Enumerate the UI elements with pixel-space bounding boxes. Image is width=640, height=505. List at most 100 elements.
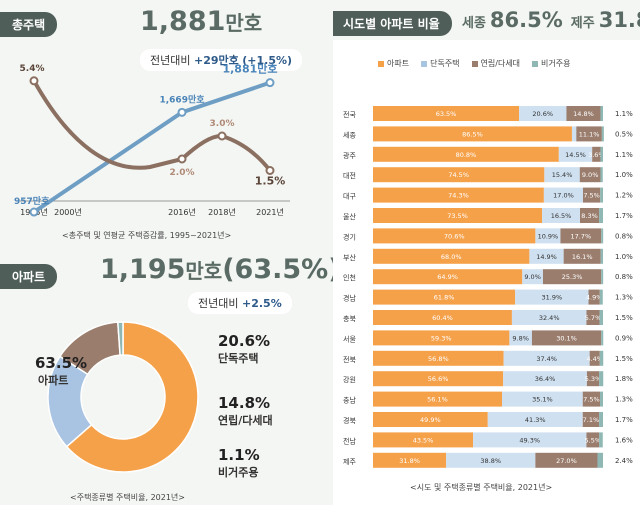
bar-segment-label: 64.9% bbox=[437, 273, 458, 281]
apartment-yoy-pill: 전년대비 +2.5% bbox=[188, 292, 292, 314]
bar-segment bbox=[373, 432, 474, 448]
apartment-yoy-label: 전년대비 bbox=[198, 297, 239, 310]
bar-segment bbox=[599, 310, 603, 325]
bar-segment-label: 11.1% bbox=[579, 130, 600, 138]
legend-swatch bbox=[378, 60, 384, 67]
bar-segment bbox=[373, 126, 572, 142]
bar-segment bbox=[511, 310, 587, 325]
bar-segment-label: 0.9% bbox=[615, 334, 633, 342]
bar-segment bbox=[600, 146, 603, 162]
bar-segment-label: 1.6% bbox=[615, 436, 633, 444]
bar-segment-label: 0.8% bbox=[615, 232, 633, 240]
bar-legend: 아파트 단독주택 연립/다세대 비거주용 bbox=[378, 58, 571, 69]
bar-segment bbox=[599, 350, 604, 366]
legend-item: 비거주용 bbox=[532, 58, 571, 69]
bar-segment bbox=[522, 269, 543, 285]
bar-segment bbox=[582, 187, 601, 203]
bar-segment bbox=[592, 146, 601, 162]
bar-category-label: 충남 bbox=[343, 396, 356, 405]
bar-category-label: 전북 bbox=[343, 355, 356, 364]
growth-rate-point bbox=[29, 76, 39, 86]
bar-segment-label: 74.3% bbox=[448, 192, 469, 200]
total-housing-point bbox=[177, 107, 187, 117]
donut-slice-name: 단독주택 bbox=[218, 351, 258, 365]
region-tag: 시도별 아파트 비율 bbox=[333, 11, 452, 36]
bar-segment bbox=[535, 228, 561, 244]
legend-label: 아파트 bbox=[387, 59, 410, 68]
total-yoy-value: +29만호 bbox=[193, 54, 239, 67]
line-chart-caption: <총주택 및 연평균 주택증감률, 1995~2021년> bbox=[62, 231, 232, 240]
total-housing-label: 1,669만호 bbox=[159, 93, 205, 105]
total-housing-point bbox=[265, 78, 275, 88]
bar-category-label: 경남 bbox=[343, 294, 356, 303]
growth-rate-point bbox=[217, 131, 227, 141]
bar-segment-label: 9.0% bbox=[582, 171, 599, 179]
x-tick-label: 2000년 bbox=[54, 207, 82, 217]
bar-segment-label: 9.8% bbox=[512, 334, 529, 342]
bar-segment bbox=[589, 350, 600, 366]
sejong-label: 세종 bbox=[462, 16, 486, 31]
bar-segment-label: 1.0% bbox=[615, 171, 633, 179]
donut-slice-name: 아파트 bbox=[38, 373, 68, 387]
bar-segment-label: 1.5% bbox=[615, 355, 633, 363]
bar-segment bbox=[599, 208, 603, 223]
donut-slice-value: 14.8% bbox=[218, 394, 270, 412]
bar-segment bbox=[373, 330, 510, 346]
apartment-number: 1,195 bbox=[100, 254, 186, 285]
bar-segment bbox=[586, 371, 600, 387]
bar-segment bbox=[582, 391, 601, 407]
total-housing-unit: 만호 bbox=[225, 11, 263, 35]
bar-segment-label: 5.7% bbox=[585, 314, 602, 322]
bar-segment bbox=[509, 330, 532, 346]
bar-segment-label: 1.8% bbox=[615, 375, 633, 383]
bar-segment-label: 0.8% bbox=[615, 273, 633, 281]
bar-segment-label: 1.3% bbox=[615, 396, 633, 404]
bar-segment-label: 1.5% bbox=[615, 314, 633, 322]
bar-segment bbox=[373, 310, 512, 325]
stacked-bar-chart: 전국 63.5% 20.6% 14.8% 1.1% 세종 86.5% 11.1% 0.5% 광주 8… bbox=[343, 106, 633, 468]
bar-segment-label: 56.6% bbox=[428, 375, 449, 383]
bar-segment bbox=[571, 126, 577, 142]
bar-category-label: 세종 bbox=[343, 130, 356, 139]
bar-segment-label: 0.5% bbox=[615, 130, 633, 138]
bar-segment bbox=[373, 269, 523, 285]
bar-segment-label: 3.6% bbox=[588, 151, 605, 159]
bar-segment bbox=[600, 187, 603, 203]
jeju-label: 제주 bbox=[570, 16, 595, 31]
bar-segment bbox=[580, 208, 600, 223]
bar-segment bbox=[373, 350, 504, 366]
bar-segment bbox=[373, 289, 516, 305]
bar-segment-label: 59.3% bbox=[431, 334, 452, 342]
bar-segment-label: 70.6% bbox=[444, 232, 465, 240]
donut-slice-value: 1.1% bbox=[218, 446, 260, 464]
bar-segment bbox=[599, 289, 603, 305]
bar-segment bbox=[560, 228, 602, 244]
bar-segment-label: 63.5% bbox=[436, 110, 457, 118]
bar-segment bbox=[599, 432, 603, 448]
total-housing-number: 1,881 bbox=[140, 6, 226, 37]
bar-category-label: 전국 bbox=[343, 110, 356, 119]
bar-category-label: 대구 bbox=[343, 193, 356, 201]
bar-segment bbox=[597, 452, 603, 468]
bar-segment bbox=[600, 391, 603, 407]
bar-segment bbox=[566, 106, 601, 121]
donut-slice-value: 63.5% bbox=[35, 354, 87, 372]
bar-category-label: 경북 bbox=[343, 416, 356, 425]
bar-segment-label: 4.9% bbox=[586, 294, 603, 302]
bar-segment-label: 25.3% bbox=[562, 273, 583, 281]
bar-category-label: 경기 bbox=[343, 232, 356, 241]
total-housing-value: 1,881만호 bbox=[140, 6, 262, 37]
bar-segment bbox=[502, 391, 583, 407]
legend-label: 연립/다세대 bbox=[480, 59, 521, 68]
bar-segment bbox=[473, 432, 587, 448]
bar-segment bbox=[373, 452, 447, 468]
bar-segment-label: 74.5% bbox=[448, 171, 469, 179]
bar-segment-label: 36.4% bbox=[535, 375, 556, 383]
bar-segment bbox=[543, 187, 583, 203]
total-yoy-label: 전년대비 bbox=[150, 54, 191, 67]
bar-segment bbox=[373, 187, 544, 203]
bar-segment bbox=[558, 146, 593, 162]
bar-segment-label: 56.8% bbox=[428, 355, 449, 363]
total-yoy-pct: (+1.5%) bbox=[242, 54, 293, 67]
bar-segment bbox=[588, 289, 600, 305]
